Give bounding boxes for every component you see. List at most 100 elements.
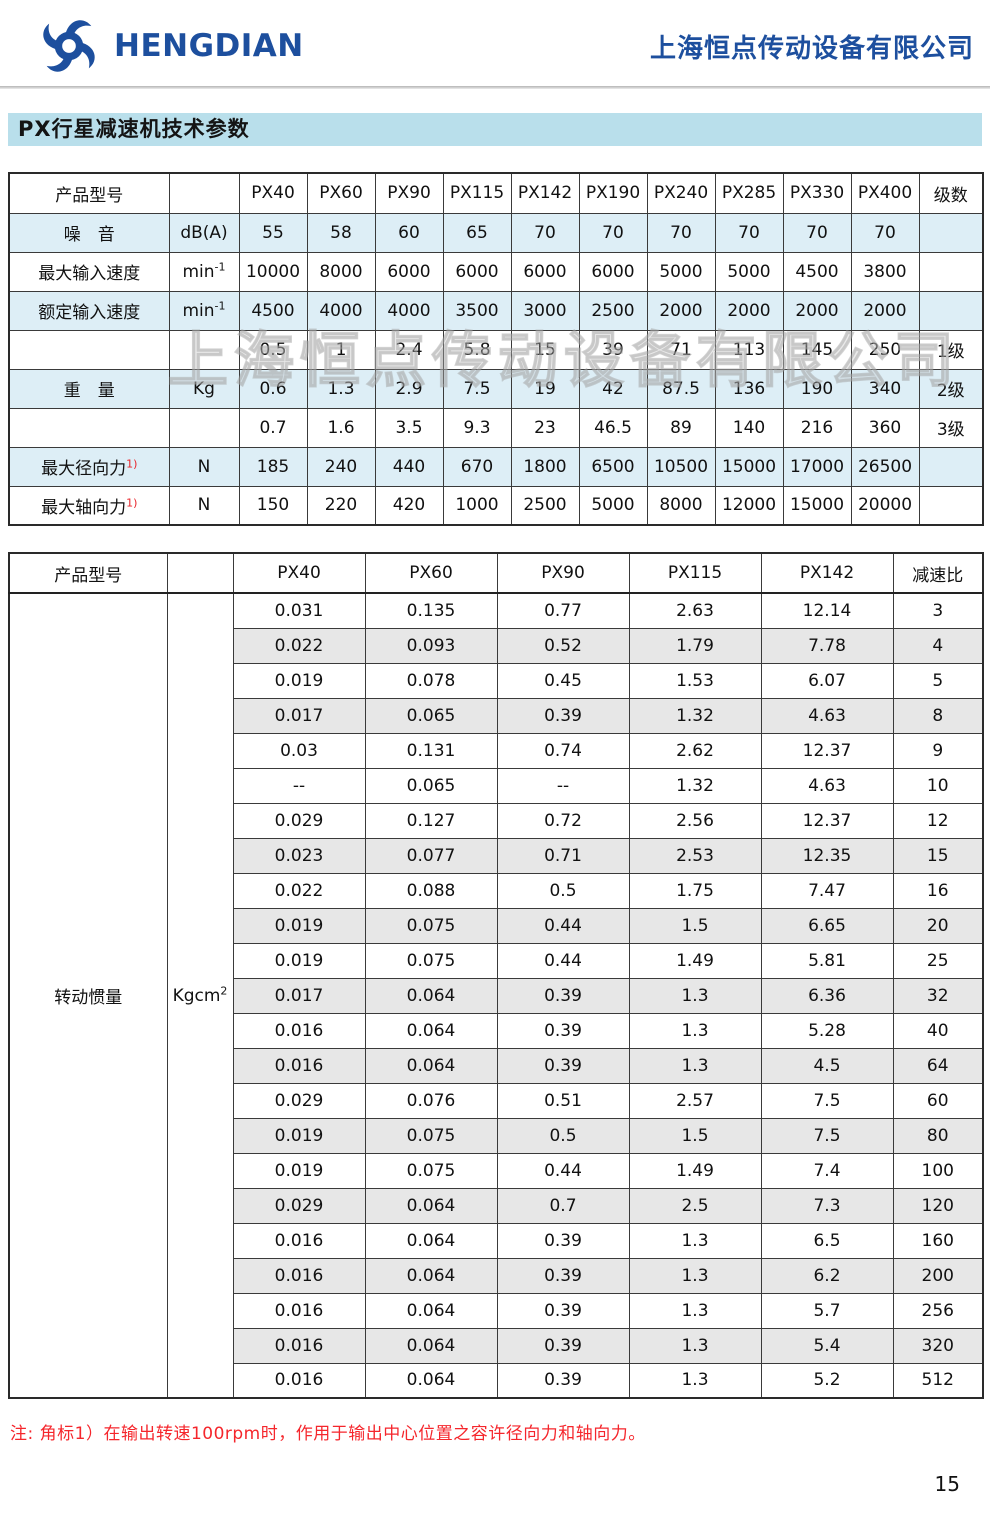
value-cell: 1.32 xyxy=(628,767,762,804)
superscript: 1) xyxy=(126,457,138,471)
value-cell: 0.019 xyxy=(232,942,366,979)
value-cell: 1.49 xyxy=(628,1152,762,1189)
value-cell: 39 xyxy=(578,329,648,370)
value-cell: 9.3 xyxy=(442,407,512,448)
specs-header-row: 产品型号 PX40 PX60 PX90 PX115 PX142 PX190 PX240 PX28… xyxy=(8,172,984,214)
row-label: 重 量 xyxy=(8,368,170,409)
ratio-cell: 256 xyxy=(892,1292,984,1329)
value-cell: 0.131 xyxy=(364,732,498,769)
value-cell: 6.36 xyxy=(760,977,894,1014)
row-label xyxy=(8,407,170,448)
value-cell: 1.75 xyxy=(628,872,762,909)
value-cell: 0.064 xyxy=(364,1012,498,1049)
ratio-cell: 320 xyxy=(892,1327,984,1364)
stage-cell xyxy=(918,290,984,331)
table-row: 重 量 Kg 0.6 1.3 2.9 7.5 19 42 87.5 136 190 340 2级 xyxy=(8,368,984,409)
value-cell: 0.016 xyxy=(232,1362,366,1399)
row-label: 最大输入速度 xyxy=(8,251,170,292)
value-cell: 1.32 xyxy=(628,697,762,734)
value-cell: 3.5 xyxy=(374,407,444,448)
table-row: 最大输入速度 min-1 10000 8000 6000 6000 6000 6000 5000… xyxy=(8,251,984,292)
ratio-cell: 512 xyxy=(892,1362,984,1399)
value-cell: 6000 xyxy=(442,251,512,292)
specs-table: 产品型号 PX40 PX60 PX90 PX115 PX142 PX190 PX240 PX28… xyxy=(8,172,984,526)
specs-table-body: 产品型号 PX40 PX60 PX90 PX115 PX142 PX190 PX240 PX28… xyxy=(8,172,984,526)
row-unit: min-1 xyxy=(168,290,240,331)
value-cell: 0.016 xyxy=(232,1012,366,1049)
row-label xyxy=(8,329,170,370)
value-cell: 0.44 xyxy=(496,1152,630,1189)
value-cell: 5000 xyxy=(714,251,784,292)
value-cell: 15000 xyxy=(714,446,784,487)
table-row: 额定输入速度 min-1 4500 4000 4000 3500 3000 2500 2000 2… xyxy=(8,290,984,331)
value-cell: 0.064 xyxy=(364,1257,498,1294)
ratio-cell: 5 xyxy=(892,662,984,699)
value-cell: 340 xyxy=(850,368,920,409)
value-cell: 0.39 xyxy=(496,977,630,1014)
stage-cell xyxy=(918,251,984,292)
value-cell: 440 xyxy=(374,446,444,487)
value-cell: 5.2 xyxy=(760,1362,894,1399)
row-unit xyxy=(168,329,240,370)
value-cell: 7.4 xyxy=(760,1152,894,1189)
value-cell: 0.064 xyxy=(364,1292,498,1329)
value-cell: 5000 xyxy=(646,251,716,292)
value-cell: 42 xyxy=(578,368,648,409)
value-cell: 5.4 xyxy=(760,1327,894,1364)
row-unit: N xyxy=(168,446,240,487)
value-cell: 0.39 xyxy=(496,1222,630,1259)
value-cell: 1.49 xyxy=(628,942,762,979)
value-cell: 0.029 xyxy=(232,1187,366,1224)
superscript: -1 xyxy=(214,298,226,312)
value-cell: 4.63 xyxy=(760,697,894,734)
table-row: 0.016 0.064 0.39 1.3 5.7 256 xyxy=(9,1292,984,1329)
value-cell: 0.016 xyxy=(232,1327,366,1364)
value-cell: 0.078 xyxy=(364,662,498,699)
value-cell: 2.5 xyxy=(628,1187,762,1224)
stage-cell xyxy=(918,485,984,526)
ratio-cell: 25 xyxy=(892,942,984,979)
value-cell: 0.093 xyxy=(364,627,498,664)
ratio-cell: 160 xyxy=(892,1222,984,1259)
stage-cell: 3级 xyxy=(918,407,984,448)
value-cell: 0.088 xyxy=(364,872,498,909)
value-cell: 2500 xyxy=(578,290,648,331)
column-header: PX330 xyxy=(782,172,852,214)
value-cell: 7.47 xyxy=(760,872,894,909)
value-cell: 65 xyxy=(442,212,512,253)
value-cell: 0.075 xyxy=(364,907,498,944)
column-header xyxy=(168,172,240,214)
value-cell: 1.3 xyxy=(628,1257,762,1294)
value-cell: 1.3 xyxy=(628,1327,762,1364)
ratio-cell: 20 xyxy=(892,907,984,944)
value-cell: 46.5 xyxy=(578,407,648,448)
value-cell: 0.135 xyxy=(364,592,498,629)
column-header: PX40 xyxy=(238,172,308,214)
value-cell: 216 xyxy=(782,407,852,448)
value-cell: 5.8 xyxy=(442,329,512,370)
value-cell: 12.37 xyxy=(760,802,894,839)
value-cell: 1000 xyxy=(442,485,512,526)
value-cell: 1 xyxy=(306,329,376,370)
value-cell: 190 xyxy=(782,368,852,409)
value-cell: 0.064 xyxy=(364,1362,498,1399)
ratio-cell: 40 xyxy=(892,1012,984,1049)
row-label: 最大轴向力1) xyxy=(8,485,170,526)
value-cell: 136 xyxy=(714,368,784,409)
value-cell: 58 xyxy=(306,212,376,253)
ratio-cell: 60 xyxy=(892,1082,984,1119)
row-unit: Kgcm2 xyxy=(166,592,234,1399)
value-cell: 0.064 xyxy=(364,1222,498,1259)
value-cell: 1.3 xyxy=(628,1012,762,1049)
value-cell: 0.075 xyxy=(364,1117,498,1154)
ratio-cell: 64 xyxy=(892,1047,984,1084)
table-row: 0.019 0.075 0.44 1.49 5.81 25 xyxy=(9,942,984,979)
value-cell: 4.5 xyxy=(760,1047,894,1084)
value-cell: 70 xyxy=(578,212,648,253)
table-row: -- 0.065 -- 1.32 4.63 10 xyxy=(9,767,984,804)
value-cell: 0.017 xyxy=(232,697,366,734)
column-header: PX40 xyxy=(232,552,366,594)
value-cell: 2.62 xyxy=(628,732,762,769)
column-header: 级数 xyxy=(918,172,984,214)
column-header: PX142 xyxy=(760,552,894,594)
